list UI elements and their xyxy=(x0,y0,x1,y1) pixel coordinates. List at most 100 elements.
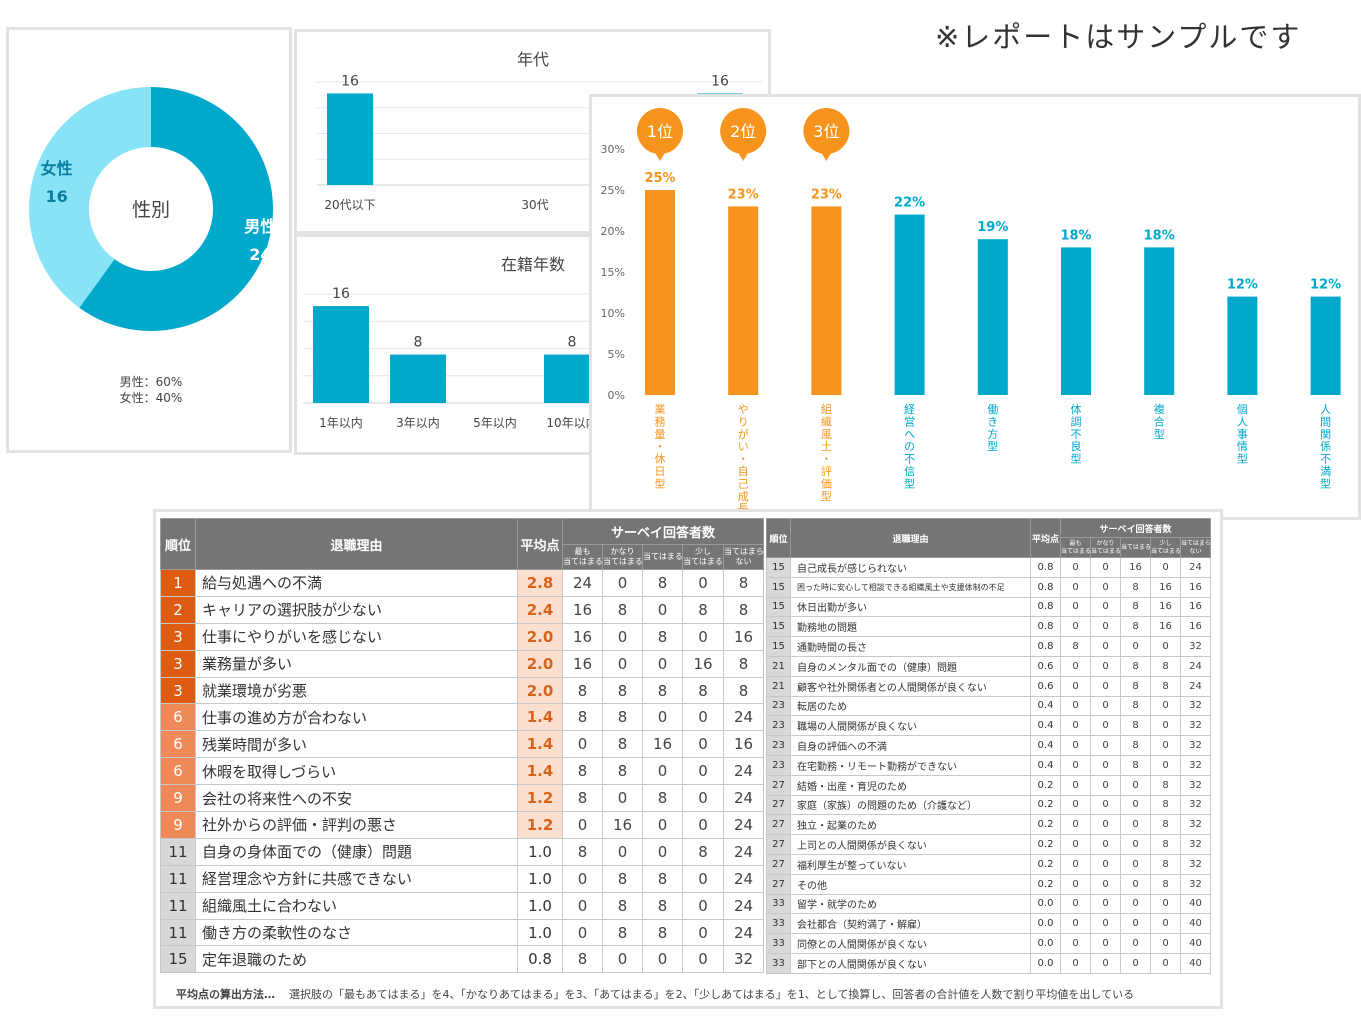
count-cell: 0 xyxy=(1120,794,1151,816)
rank-cell: 1 xyxy=(160,569,196,597)
rank-cell: 11 xyxy=(160,891,196,920)
count-cell: 0 xyxy=(1120,834,1151,855)
bar-value-label: 23% xyxy=(811,187,842,202)
count-cell: 32 xyxy=(1179,794,1212,816)
avg-cell: 0.2 xyxy=(1030,774,1061,796)
count-cell: 0 xyxy=(1060,754,1091,776)
y-tick-label: 25% xyxy=(601,184,625,197)
count-cell: 0 xyxy=(682,918,724,947)
count-cell: 0 xyxy=(1090,873,1121,895)
rank-cell: 11 xyxy=(160,864,196,893)
header-sub-text: 当てはまる xyxy=(643,552,683,561)
table-row: 9 社外からの評価・評判の悪さ 1.2 0 16 0 0 24 xyxy=(160,811,765,839)
count-cell: 8 xyxy=(682,595,724,624)
count-cell: 0 xyxy=(682,569,724,597)
avg-cell: 0.8 xyxy=(1030,557,1061,578)
bar xyxy=(390,354,446,403)
table-row: 15 勤務地の問題 0.8 0 0 8 16 16 xyxy=(766,616,1212,638)
count-cell: 8 xyxy=(1150,774,1181,796)
reason-cell: 独立・起業のため xyxy=(790,814,1031,836)
count-cell: 8 xyxy=(1120,695,1151,717)
y-tick-label: 10% xyxy=(601,307,625,320)
count-cell: 8 xyxy=(562,945,603,974)
count-cell: 8 xyxy=(1150,873,1181,895)
count-cell: 16 xyxy=(1150,596,1181,618)
header-reason: 退職理由 xyxy=(195,518,518,570)
count-cell: 8 xyxy=(1120,576,1151,598)
bar-value-label: 23% xyxy=(728,187,759,202)
count-cell: 0 xyxy=(562,918,603,947)
count-cell: 0 xyxy=(1090,596,1121,618)
count-cell: 24 xyxy=(722,784,765,813)
count-cell: 24 xyxy=(722,864,765,893)
count-cell: 0 xyxy=(1150,557,1181,578)
count-cell: 32 xyxy=(722,945,765,974)
rank-cell: 15 xyxy=(160,945,196,974)
table-row: 33 留学・就学のため 0.0 0 0 0 0 40 xyxy=(766,893,1212,915)
table-row: 2 キャリアの選択肢が少ない 2.4 16 8 0 8 8 xyxy=(160,595,765,624)
bar-value-label: 19% xyxy=(977,220,1008,235)
count-cell: 0 xyxy=(642,811,683,839)
count-cell: 0 xyxy=(1090,715,1121,737)
count-cell: 0 xyxy=(642,595,683,624)
table-row: 23 職場の人間関係が良くない 0.4 0 0 8 0 32 xyxy=(766,715,1212,737)
count-cell: 0 xyxy=(1150,715,1181,737)
avg-cell: 0.4 xyxy=(1030,715,1061,737)
category-label: 個人事情型 xyxy=(1237,403,1248,466)
rank-badge-pointer xyxy=(654,151,666,161)
count-cell: 16 xyxy=(1150,616,1181,638)
reason-cell: 同僚との人間関係が良くない xyxy=(790,933,1031,954)
count-cell: 40 xyxy=(1179,952,1212,974)
avg-cell: 0.2 xyxy=(1030,853,1061,875)
count-cell: 24 xyxy=(1179,655,1212,677)
header-avg: 平均点 xyxy=(517,518,563,570)
avg-cell: 0.8 xyxy=(1030,636,1061,657)
count-cell: 0 xyxy=(1090,774,1121,796)
count-cell: 24 xyxy=(722,837,765,866)
table-row: 6 仕事の進め方が合わない 1.4 8 8 0 0 24 xyxy=(160,703,765,732)
avg-cell: 0.2 xyxy=(1030,873,1061,895)
avg-cell: 2.4 xyxy=(517,595,563,624)
table-row: 15 通勤時間の長さ 0.8 8 0 0 0 32 xyxy=(766,636,1212,657)
bar-value-label: 18% xyxy=(1060,228,1091,243)
count-cell: 8 xyxy=(1120,675,1151,697)
header-sub-column: 最も 当てはまる xyxy=(562,544,603,570)
header-sub-column: 当てはまら ない xyxy=(722,544,765,570)
count-cell: 40 xyxy=(1179,893,1212,915)
table-row: 27 福利厚生が整っていない 0.2 0 0 0 8 32 xyxy=(766,853,1212,875)
count-cell: 0 xyxy=(1090,794,1121,816)
count-cell: 24 xyxy=(1179,675,1212,697)
rank-cell: 11 xyxy=(160,837,196,866)
rank-badge-pointer xyxy=(737,151,750,161)
count-cell: 16 xyxy=(562,622,603,651)
count-cell: 0 xyxy=(1090,853,1121,875)
table-row: 11 自身の身体面での（健康）問題 1.0 8 0 0 8 24 xyxy=(160,837,765,866)
rank-cell: 3 xyxy=(160,622,196,651)
category-label: 1年以内 xyxy=(319,416,363,430)
category-label: 業務量・休日型 xyxy=(655,403,666,490)
bar xyxy=(894,214,925,395)
rank-badge xyxy=(720,108,767,154)
avg-cell: 1.0 xyxy=(517,864,563,893)
count-cell: 16 xyxy=(562,595,603,624)
count-cell: 8 xyxy=(602,595,643,624)
category-label: 働き方型 xyxy=(987,403,998,453)
reason-cell: 残業時間が多い xyxy=(195,730,518,759)
count-cell: 8 xyxy=(602,864,643,893)
count-cell: 0 xyxy=(1150,913,1181,935)
count-cell: 0 xyxy=(1120,814,1151,836)
count-cell: 0 xyxy=(1120,636,1151,657)
table-row: 6 休暇を取得しづらい 1.4 8 8 0 0 24 xyxy=(160,757,765,786)
bar-value-label: 25% xyxy=(644,171,675,186)
header-sub-text: 当てはまる xyxy=(563,557,603,566)
count-cell: 8 xyxy=(1150,853,1181,875)
count-cell: 8 xyxy=(602,730,643,759)
count-cell: 0 xyxy=(1120,913,1151,935)
count-cell: 0 xyxy=(1060,655,1091,677)
rank-cell: 23 xyxy=(766,715,791,737)
rank-cell: 33 xyxy=(766,933,791,954)
count-cell: 16 xyxy=(1179,576,1212,598)
slice-label: 男性 xyxy=(244,217,276,236)
footnote-text: 選択肢の「最もあてはまる」を4、「かなりあてはまる」を3、「あてはまる」を2、「… xyxy=(289,988,1135,1001)
count-cell: 0 xyxy=(1150,893,1181,915)
